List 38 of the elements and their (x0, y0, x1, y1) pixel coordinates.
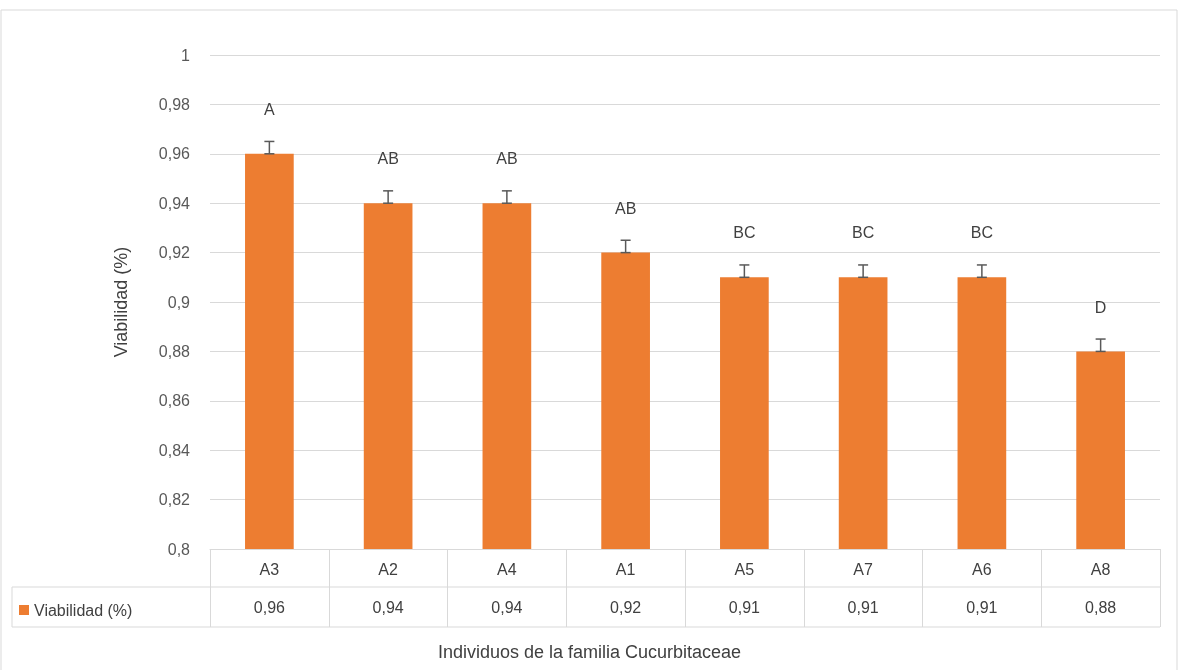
x-tick-label: A4 (497, 560, 517, 578)
x-tick-label: A2 (378, 560, 399, 578)
x-tick-label: A7 (853, 560, 874, 578)
data-label: 0,88 (1085, 598, 1117, 616)
y-tick-label: 0,8 (167, 540, 191, 558)
annotation: BC (733, 224, 756, 242)
annotation: AB (614, 199, 637, 217)
data-label: 0,94 (372, 598, 404, 616)
data-label: 0,92 (610, 598, 642, 616)
x-tick-label: A8 (1090, 560, 1111, 578)
x-tick-label: A1 (615, 560, 636, 578)
y-tick-label: 0,94 (158, 194, 191, 212)
y-tick-label: 0,88 (158, 342, 191, 360)
annotation: AB (496, 150, 518, 168)
x-tick-label: A6 (972, 560, 992, 578)
data-label: 0,96 (253, 598, 286, 616)
x-tick-label: A3 (259, 560, 280, 578)
x-axis-title: Individuos de la familia Cucurbitaceae (437, 642, 742, 662)
annotation: AB (377, 150, 399, 168)
x-tick-label: A5 (734, 560, 755, 578)
y-axis-title: Viabilidad (%) (111, 246, 131, 358)
data-label: 0,91 (728, 598, 761, 616)
y-tick-label: 0,92 (158, 244, 191, 262)
annotation: BC (852, 224, 875, 242)
legend-label: Viabilidad (%) (34, 601, 133, 619)
annotation: A (264, 100, 276, 118)
y-tick-label: 1 (181, 46, 191, 64)
y-tick-label: 0,9 (167, 293, 191, 311)
y-tick-label: 0,96 (158, 145, 191, 163)
y-tick-label: 0,84 (158, 441, 191, 459)
data-label: 0,91 (966, 598, 998, 616)
y-tick-label: 0,86 (158, 392, 191, 410)
data-label: 0,94 (491, 598, 523, 616)
y-tick-label: 0,82 (158, 491, 191, 509)
annotation: BC (970, 224, 993, 242)
annotation: D (1094, 298, 1107, 316)
data-label: 0,91 (847, 598, 879, 616)
y-tick-label: 0,98 (158, 95, 191, 113)
